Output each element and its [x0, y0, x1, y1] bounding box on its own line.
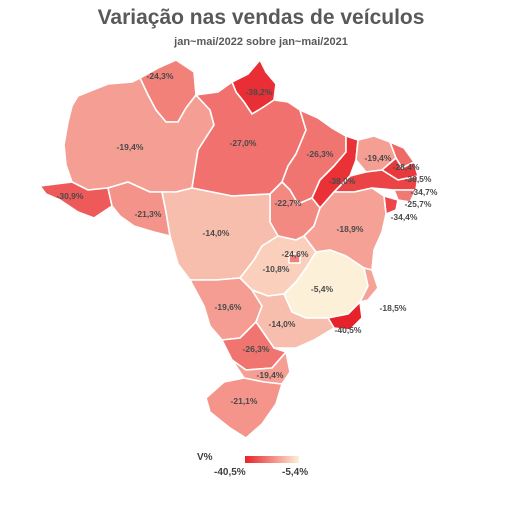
state-label-ma: -26,3% [307, 149, 334, 159]
state-label-to: -22,7% [275, 198, 302, 208]
state-label-pe: -34,7% [411, 187, 438, 197]
state-label-rj: -40,5% [335, 325, 362, 335]
state-df [288, 253, 301, 264]
state-es [359, 267, 379, 303]
state-label-pb: -36,5% [405, 174, 432, 184]
state-label-mg: -5,4% [311, 284, 334, 294]
state-ac [39, 181, 113, 219]
state-label-am: -19,4% [117, 142, 144, 152]
state-al [393, 189, 417, 203]
state-label-pa: -27,0% [230, 138, 257, 148]
state-label-ac: -30,9% [57, 191, 84, 201]
state-rs [205, 377, 283, 439]
state-label-ms: -19,6% [215, 302, 242, 312]
legend-title: V% [197, 452, 213, 463]
state-label-rn: -28,4% [393, 162, 420, 172]
state-label-df: -24,6% [282, 249, 309, 259]
state-label-pi: -38,0% [329, 176, 356, 186]
state-label-pr: -26,3% [243, 344, 270, 354]
map-subtitle: jan~mai/2022 sobre jan~mai/2021 [174, 36, 348, 48]
state-label-ap: -38,2% [246, 87, 273, 97]
legend-gradient-bar [245, 456, 299, 463]
state-label-ro: -21,3% [135, 209, 162, 219]
state-label-mt: -14,0% [203, 228, 230, 238]
state-label-go: -10,8% [263, 264, 290, 274]
legend-min-label: -40,5% [214, 467, 246, 478]
legend-max-label: -5,4% [282, 467, 309, 478]
state-label-sp: -14,0% [269, 319, 296, 329]
state-label-es: -18,5% [380, 303, 407, 313]
map-title: Variação nas vendas de veículos [97, 6, 425, 29]
state-label-ba: -18,9% [337, 224, 364, 234]
state-label-ce: -19,4% [365, 153, 392, 163]
state-label-rr: -24,3% [147, 71, 174, 81]
state-label-rs: -21,1% [231, 396, 258, 406]
state-label-al: -25,7% [405, 199, 432, 209]
state-label-se: -34,4% [391, 212, 418, 222]
state-label-sc: -19,4% [257, 370, 284, 380]
